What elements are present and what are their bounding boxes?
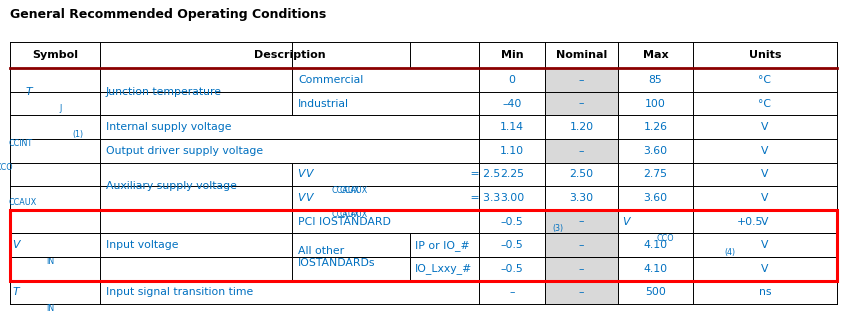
Text: CCAUX: CCAUX bbox=[8, 198, 36, 207]
Text: °C: °C bbox=[758, 99, 772, 109]
Text: PCI IOSTANDARD: PCI IOSTANDARD bbox=[298, 217, 391, 227]
Text: CCAUX: CCAUX bbox=[332, 186, 360, 195]
Text: CCAUX: CCAUX bbox=[339, 186, 368, 195]
Text: (4): (4) bbox=[724, 248, 735, 257]
Bar bbox=[10, 210, 837, 280]
Text: V: V bbox=[305, 193, 313, 203]
Text: 3.30: 3.30 bbox=[569, 193, 594, 203]
Text: 1.20: 1.20 bbox=[569, 122, 594, 132]
Text: 3.60: 3.60 bbox=[644, 193, 667, 203]
Text: Output driver supply voltage: Output driver supply voltage bbox=[106, 146, 263, 156]
Text: V: V bbox=[761, 146, 768, 156]
Text: V: V bbox=[761, 240, 768, 250]
Bar bbox=[545, 280, 618, 304]
Text: –: – bbox=[579, 287, 584, 297]
Bar bbox=[545, 68, 618, 92]
Text: V: V bbox=[761, 193, 768, 203]
Text: –: – bbox=[579, 240, 584, 250]
Text: = 3.3: = 3.3 bbox=[467, 193, 500, 203]
Text: Max: Max bbox=[643, 50, 668, 60]
Text: 100: 100 bbox=[645, 99, 666, 109]
Text: V: V bbox=[761, 122, 768, 132]
Text: CCAUX: CCAUX bbox=[339, 210, 368, 219]
Text: °C: °C bbox=[758, 75, 772, 85]
Text: Commercial: Commercial bbox=[298, 75, 363, 85]
Bar bbox=[545, 257, 618, 280]
Text: –: – bbox=[579, 146, 584, 156]
Text: 3.00: 3.00 bbox=[500, 193, 524, 203]
Text: CCO: CCO bbox=[0, 163, 14, 172]
Text: Industrial: Industrial bbox=[298, 99, 349, 109]
Text: Auxiliary supply voltage: Auxiliary supply voltage bbox=[106, 181, 237, 191]
Bar bbox=[545, 92, 618, 115]
Text: Input voltage: Input voltage bbox=[106, 240, 179, 250]
Text: (3): (3) bbox=[552, 224, 563, 233]
Text: T: T bbox=[13, 287, 19, 297]
Text: = 2.5: = 2.5 bbox=[467, 169, 500, 179]
Text: IO_Lxxy_#: IO_Lxxy_# bbox=[415, 263, 473, 274]
Text: 3.60: 3.60 bbox=[644, 146, 667, 156]
Text: 0: 0 bbox=[508, 75, 516, 85]
Text: 2.50: 2.50 bbox=[569, 169, 594, 179]
Text: –: – bbox=[509, 287, 515, 297]
Text: 1.10: 1.10 bbox=[500, 146, 524, 156]
Text: CCINT: CCINT bbox=[8, 139, 32, 148]
Text: –0.5: –0.5 bbox=[501, 240, 523, 250]
Text: Symbol: Symbol bbox=[32, 50, 78, 60]
Text: 500: 500 bbox=[645, 287, 666, 297]
Text: Input signal transition time: Input signal transition time bbox=[106, 287, 253, 297]
Text: V: V bbox=[761, 217, 768, 227]
Text: 2.25: 2.25 bbox=[500, 169, 524, 179]
Text: ns: ns bbox=[759, 287, 771, 297]
Text: Nominal: Nominal bbox=[556, 50, 607, 60]
Text: V: V bbox=[13, 240, 19, 250]
Text: Description: Description bbox=[254, 50, 325, 60]
Bar bbox=[545, 139, 618, 163]
Bar bbox=[545, 233, 618, 257]
Text: (1): (1) bbox=[72, 130, 83, 139]
Text: IP or IO_#: IP or IO_# bbox=[415, 240, 469, 251]
Text: CCO: CCO bbox=[656, 234, 673, 243]
Text: Internal supply voltage: Internal supply voltage bbox=[106, 122, 231, 132]
Text: All other
IOSTANDARDs: All other IOSTANDARDs bbox=[298, 246, 375, 268]
Text: 4.10: 4.10 bbox=[644, 240, 667, 250]
Text: –: – bbox=[579, 75, 584, 85]
Text: –: – bbox=[579, 264, 584, 274]
Text: Units: Units bbox=[749, 50, 781, 60]
Text: IN: IN bbox=[47, 305, 55, 312]
Text: T: T bbox=[25, 87, 31, 97]
Text: IN: IN bbox=[47, 257, 55, 266]
Text: Junction temperature: Junction temperature bbox=[106, 87, 222, 97]
Bar bbox=[545, 210, 618, 233]
Text: CCAUX: CCAUX bbox=[332, 210, 360, 219]
Text: V: V bbox=[305, 169, 313, 179]
Text: –40: –40 bbox=[502, 99, 522, 109]
Text: –0.5: –0.5 bbox=[501, 264, 523, 274]
Text: J: J bbox=[59, 104, 62, 113]
Text: 2.75: 2.75 bbox=[644, 169, 667, 179]
Text: –0.5: –0.5 bbox=[501, 217, 523, 227]
Text: 4.10: 4.10 bbox=[644, 264, 667, 274]
Text: 1.14: 1.14 bbox=[500, 122, 524, 132]
Text: V: V bbox=[761, 169, 768, 179]
Text: Min: Min bbox=[501, 50, 523, 60]
Text: –: – bbox=[579, 217, 584, 227]
Text: V: V bbox=[297, 169, 305, 179]
Text: General Recommended Operating Conditions: General Recommended Operating Conditions bbox=[10, 8, 326, 21]
Text: V: V bbox=[761, 264, 768, 274]
Text: +0.5: +0.5 bbox=[737, 217, 763, 227]
Text: 1.26: 1.26 bbox=[644, 122, 667, 132]
Text: V: V bbox=[622, 217, 629, 227]
Text: 85: 85 bbox=[649, 75, 662, 85]
Text: –: – bbox=[579, 99, 584, 109]
Text: V: V bbox=[297, 193, 305, 203]
